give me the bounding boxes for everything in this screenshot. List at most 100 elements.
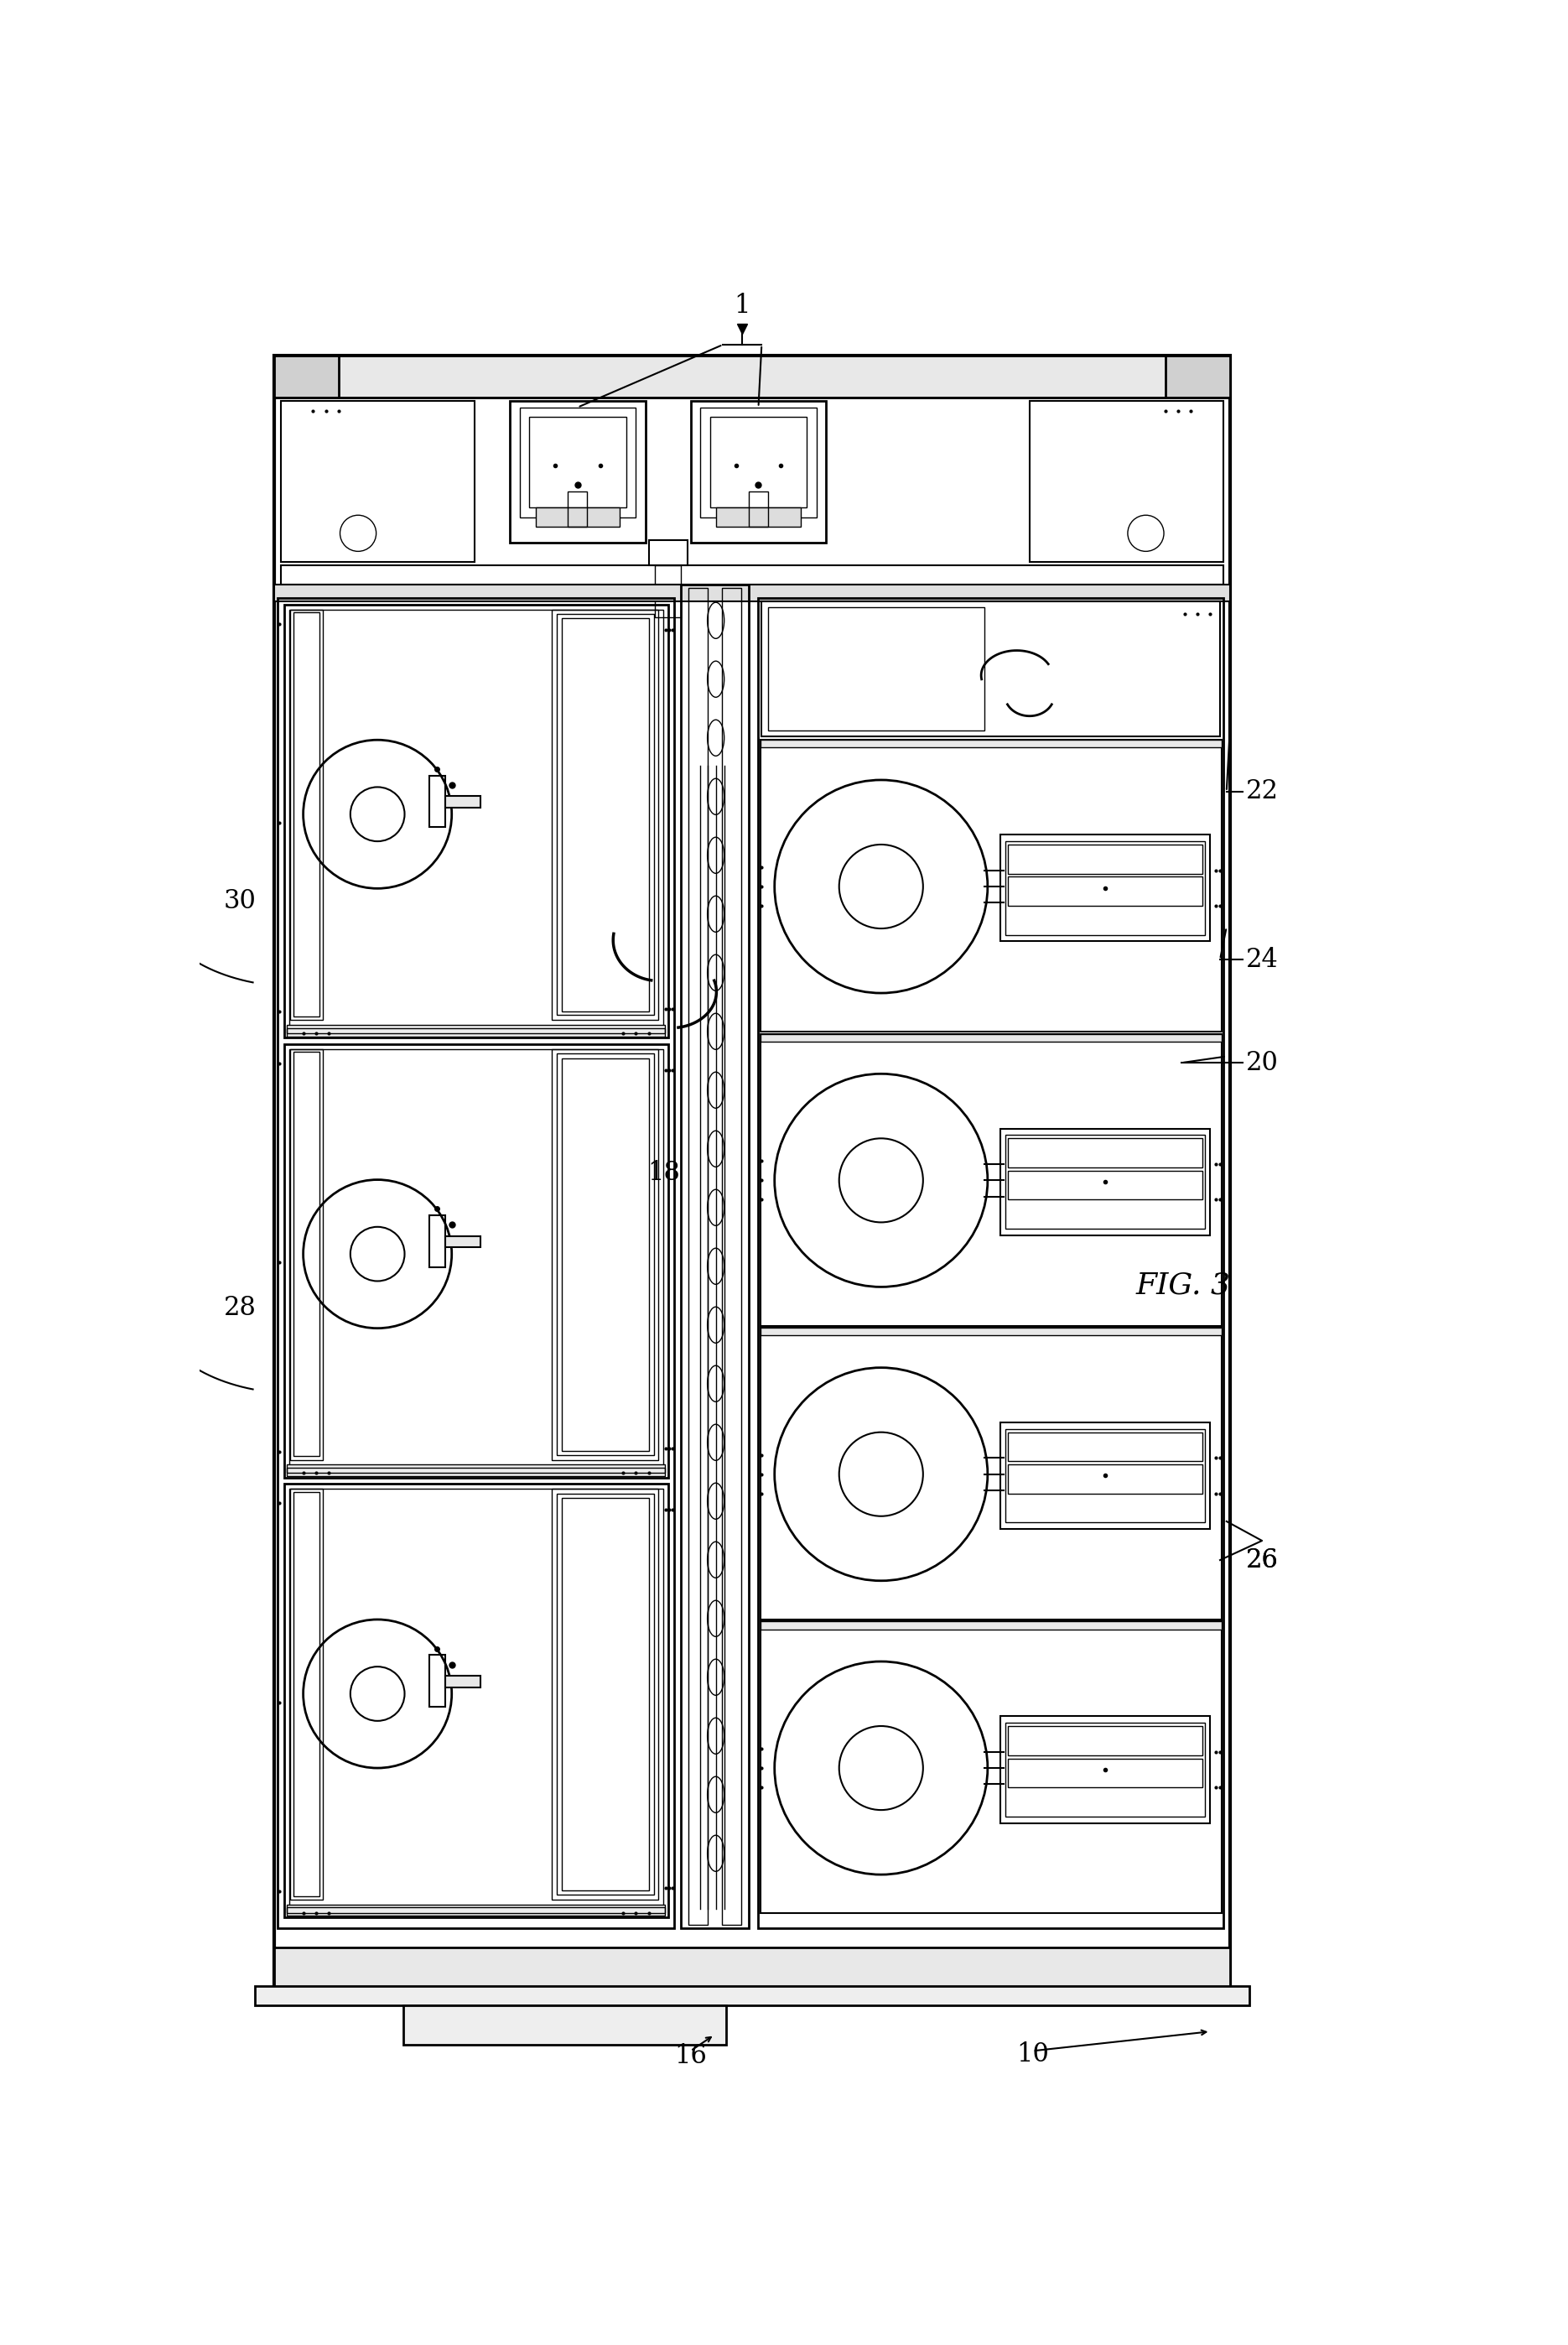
Text: 1: 1 [734,293,751,319]
Bar [1008,1726,1203,1754]
Bar [1030,401,1223,563]
Bar [1008,1433,1203,1461]
Bar [568,492,588,528]
Bar [1008,877,1203,905]
Bar [760,1327,1221,1620]
Bar [1005,1135,1206,1229]
Bar [760,1620,1221,1630]
Bar [760,1034,1221,1325]
Bar [561,1058,649,1452]
Bar [1005,1724,1206,1817]
Bar [510,401,646,544]
Bar [430,776,445,828]
Bar [274,584,1229,600]
Bar [701,408,817,518]
Text: 16: 16 [674,2042,707,2068]
Bar [759,598,1223,1928]
Bar [289,610,663,1027]
Text: FIG. 3: FIG. 3 [1137,1271,1231,1299]
Bar [287,1466,665,1475]
Text: 26: 26 [1247,1548,1278,1573]
Bar [762,600,1220,736]
Bar [768,607,985,729]
Bar [688,589,709,1925]
Text: 20: 20 [1247,1051,1278,1076]
Bar [649,539,687,565]
Bar [760,1327,1221,1334]
Bar [289,1489,663,1906]
Bar [287,1027,665,1034]
Bar [760,1034,1221,1041]
Bar [681,584,750,1928]
Text: 24: 24 [1247,947,1278,973]
Bar [293,1053,320,1456]
Bar [274,356,339,399]
Bar [287,1025,665,1036]
Bar [1165,356,1229,399]
Bar [1000,1717,1210,1822]
Bar [536,507,619,528]
Bar [721,589,742,1925]
Bar [290,1489,323,1899]
Text: 18: 18 [648,1158,681,1187]
Bar [552,1489,659,1899]
Bar [557,1053,654,1454]
Bar [445,1677,481,1688]
Bar [430,1215,445,1266]
Bar [293,612,320,1015]
Bar [1005,842,1206,936]
Bar [760,741,1221,748]
Text: 10: 10 [1016,2040,1049,2066]
Bar [274,1949,1229,1996]
Bar [274,356,1229,399]
Bar [445,1236,481,1248]
Bar [1008,844,1203,875]
Bar [281,565,1223,584]
Bar [655,565,681,617]
Bar [561,1498,649,1890]
Bar [1008,1466,1203,1494]
Bar [552,610,659,1020]
Bar [278,598,674,1928]
Bar [1008,1759,1203,1787]
Bar [281,401,474,563]
Bar [293,1491,320,1895]
Bar [430,1656,445,1707]
Bar [552,1048,659,1461]
Bar [445,795,481,807]
Bar [274,356,1229,1996]
Text: 22: 22 [1247,779,1278,804]
Bar [760,741,1221,1032]
Bar [1008,1137,1203,1168]
Bar [561,619,649,1011]
Bar [530,417,626,507]
Bar [274,399,1229,584]
Bar [519,408,635,518]
Bar [284,605,668,1036]
Text: 26: 26 [1247,1548,1278,1573]
Bar [290,1048,323,1461]
Bar [1005,1428,1206,1522]
Bar [760,1620,1221,1914]
Bar [403,2005,726,2045]
Bar [290,610,323,1020]
Bar [557,1494,654,1895]
Bar [717,507,800,528]
Text: 30: 30 [224,889,256,915]
Bar [287,1468,665,1473]
Bar [1008,1170,1203,1201]
Bar [289,1048,663,1466]
Bar [557,614,654,1015]
Bar [710,417,808,507]
Bar [1000,835,1210,940]
Bar [284,1044,668,1477]
Bar [287,1906,665,1914]
Bar [750,492,768,528]
Text: 28: 28 [224,1294,256,1320]
Bar [1000,1128,1210,1236]
Bar [1000,1423,1210,1529]
Bar [254,1986,1250,2005]
Bar [690,401,826,544]
Bar [287,1904,665,1916]
Bar [284,1484,668,1918]
